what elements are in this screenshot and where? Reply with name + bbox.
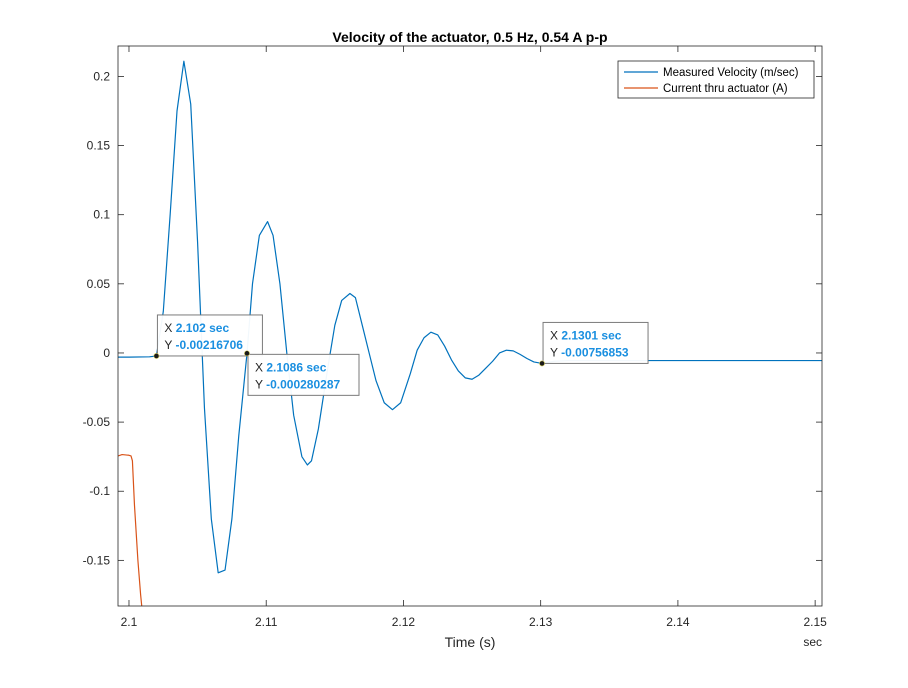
- datatip-x-value: 2.102 sec: [176, 321, 230, 335]
- datatip-y-row: Y -0.00216706: [164, 338, 243, 352]
- axes-box: [117, 45, 823, 607]
- datatip-box: [156, 314, 263, 357]
- series-line-1[interactable]: [118, 453, 143, 616]
- datatip-y-key: Y: [255, 377, 266, 391]
- datatip-marker[interactable]: [539, 360, 545, 367]
- series-layer: [118, 60, 822, 616]
- chart-title: Velocity of the actuator, 0.5 Hz, 0.54 A…: [332, 29, 607, 45]
- datatip-box: [542, 321, 649, 364]
- datatip-y-value: -0.000280287: [266, 377, 340, 391]
- y-tick-label: -0.05: [83, 415, 111, 429]
- datatip-y-value: -0.00756853: [561, 345, 629, 359]
- datatip-y-value: -0.00216706: [176, 338, 244, 352]
- datatip-x-key: X: [164, 321, 175, 335]
- datatip-x-key: X: [255, 360, 266, 374]
- datatip-y-row: Y -0.00756853: [550, 345, 629, 359]
- x-tick-label: 2.13: [529, 615, 553, 629]
- y-tick-label: -0.15: [83, 553, 111, 567]
- x-tick-label: 2.14: [666, 615, 690, 629]
- datatip-box: [247, 353, 360, 396]
- legend-label-0: Measured Velocity (m/sec): [663, 67, 799, 79]
- legend[interactable]: Measured Velocity (m/sec) Current thru ac…: [617, 60, 815, 99]
- y-tick-label: 0.2: [93, 69, 110, 83]
- y-tick-label: -0.1: [89, 484, 110, 498]
- x-tick-label: 2.12: [392, 615, 416, 629]
- datatip-x-value: 2.1086 sec: [266, 360, 326, 374]
- datatip-marker[interactable]: [153, 353, 160, 359]
- x-tick-label: 2.1: [121, 615, 138, 629]
- axes-layer: 2.1 2.11 2.12 2.13 2.14 2.15 0.2 0.15 0.1 0.05 0 -0…: [83, 45, 827, 629]
- x-tick-label: 2.15: [803, 615, 827, 629]
- datatip-y-key: Y: [164, 338, 175, 352]
- datatip-x-key: X: [550, 328, 561, 342]
- y-tick-label: 0.15: [87, 139, 111, 153]
- datatip-x-value: 2.1301 sec: [561, 328, 621, 342]
- x-axis-unit: sec: [803, 635, 822, 649]
- y-tick-label: 0: [103, 346, 110, 360]
- y-tick-label: 0.05: [87, 277, 111, 291]
- series-line-0[interactable]: [118, 60, 822, 574]
- legend-box: [617, 60, 815, 99]
- y-tick-label: 0.1: [93, 208, 110, 222]
- legend-label-1: Current thru actuator (A): [663, 83, 788, 95]
- datatip-x-row: X 2.1086 sec: [255, 360, 327, 374]
- datatip-marker[interactable]: [244, 350, 250, 357]
- datatip-x-row: X 2.102 sec: [164, 321, 229, 335]
- datatip-y-key: Y: [550, 345, 561, 359]
- datatip-x-row: X 2.1301 sec: [550, 328, 622, 342]
- x-axis-label: Time (s): [445, 634, 496, 650]
- datatip-y-row: Y -0.000280287: [255, 377, 341, 391]
- x-tick-label: 2.11: [255, 615, 278, 629]
